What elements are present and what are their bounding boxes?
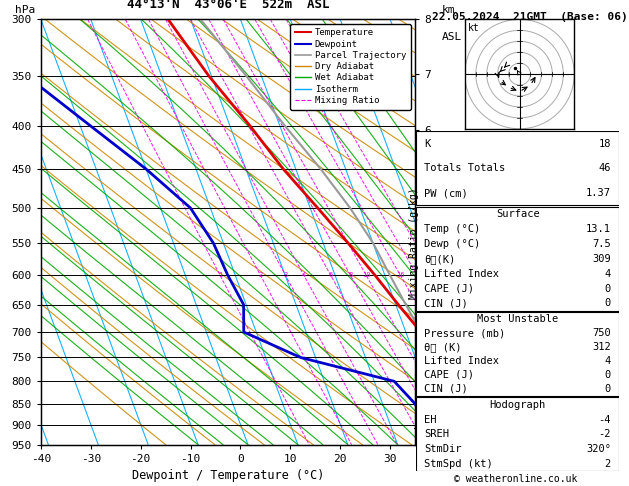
Bar <box>416 207 619 311</box>
Text: LCL: LCL <box>420 423 437 432</box>
Text: Mixing Ratio (g/kg): Mixing Ratio (g/kg) <box>409 187 419 299</box>
Text: Temp (°C): Temp (°C) <box>425 224 481 234</box>
Bar <box>416 131 619 206</box>
Text: CAPE (J): CAPE (J) <box>425 283 474 294</box>
Text: CIN (J): CIN (J) <box>425 384 468 394</box>
Bar <box>416 397 619 471</box>
Text: θᴇ(K): θᴇ(K) <box>425 254 456 264</box>
Text: 4: 4 <box>604 269 611 278</box>
Text: CIN (J): CIN (J) <box>425 298 468 309</box>
Text: 4: 4 <box>302 272 306 278</box>
Text: 7.5: 7.5 <box>592 239 611 249</box>
Text: 4: 4 <box>604 356 611 366</box>
Text: Dewp (°C): Dewp (°C) <box>425 239 481 249</box>
Text: Lifted Index: Lifted Index <box>425 356 499 366</box>
Text: θᴇ (K): θᴇ (K) <box>425 342 462 352</box>
Text: 320°: 320° <box>586 444 611 454</box>
Text: Totals Totals: Totals Totals <box>425 163 506 174</box>
Text: 8: 8 <box>348 272 352 278</box>
Text: 0: 0 <box>604 283 611 294</box>
Text: 1.37: 1.37 <box>586 188 611 198</box>
Bar <box>416 312 619 396</box>
Text: 2: 2 <box>259 272 262 278</box>
Text: 46: 46 <box>598 163 611 174</box>
Text: K: K <box>425 139 431 149</box>
Text: EH: EH <box>425 415 437 424</box>
Text: 0: 0 <box>604 384 611 394</box>
Text: 3: 3 <box>283 272 287 278</box>
Text: PW (cm): PW (cm) <box>425 188 468 198</box>
Text: -4: -4 <box>598 415 611 424</box>
Text: Lifted Index: Lifted Index <box>425 269 499 278</box>
X-axis label: Dewpoint / Temperature (°C): Dewpoint / Temperature (°C) <box>132 469 324 482</box>
Text: Hodograph: Hodograph <box>489 399 546 410</box>
Text: 309: 309 <box>592 254 611 264</box>
Text: CAPE (J): CAPE (J) <box>425 370 474 380</box>
Text: 0: 0 <box>604 370 611 380</box>
Text: © weatheronline.co.uk: © weatheronline.co.uk <box>454 473 577 484</box>
Text: Most Unstable: Most Unstable <box>477 314 559 324</box>
Text: 0: 0 <box>604 298 611 309</box>
Text: 10: 10 <box>362 272 370 278</box>
Text: km: km <box>442 5 455 15</box>
Text: Pressure (mb): Pressure (mb) <box>425 328 506 338</box>
Text: 22.05.2024  21GMT  (Base: 06): 22.05.2024 21GMT (Base: 06) <box>431 12 628 22</box>
Text: 44°13'N  43°06'E  522m  ASL: 44°13'N 43°06'E 522m ASL <box>127 0 329 11</box>
Text: 6: 6 <box>328 272 333 278</box>
Text: -2: -2 <box>598 429 611 439</box>
Text: StmSpd (kt): StmSpd (kt) <box>425 459 493 469</box>
Text: 312: 312 <box>592 342 611 352</box>
Legend: Temperature, Dewpoint, Parcel Trajectory, Dry Adiabat, Wet Adiabat, Isotherm, Mi: Temperature, Dewpoint, Parcel Trajectory… <box>291 24 411 109</box>
Text: 1: 1 <box>218 272 222 278</box>
Text: ASL: ASL <box>442 32 462 42</box>
Text: kt: kt <box>468 23 480 33</box>
Text: 18: 18 <box>598 139 611 149</box>
Text: 2: 2 <box>604 459 611 469</box>
Text: 16: 16 <box>396 272 404 278</box>
Text: hPa: hPa <box>14 5 35 15</box>
Text: 13.1: 13.1 <box>586 224 611 234</box>
Text: SREH: SREH <box>425 429 450 439</box>
Text: Surface: Surface <box>496 209 540 219</box>
Text: 750: 750 <box>592 328 611 338</box>
Text: StmDir: StmDir <box>425 444 462 454</box>
